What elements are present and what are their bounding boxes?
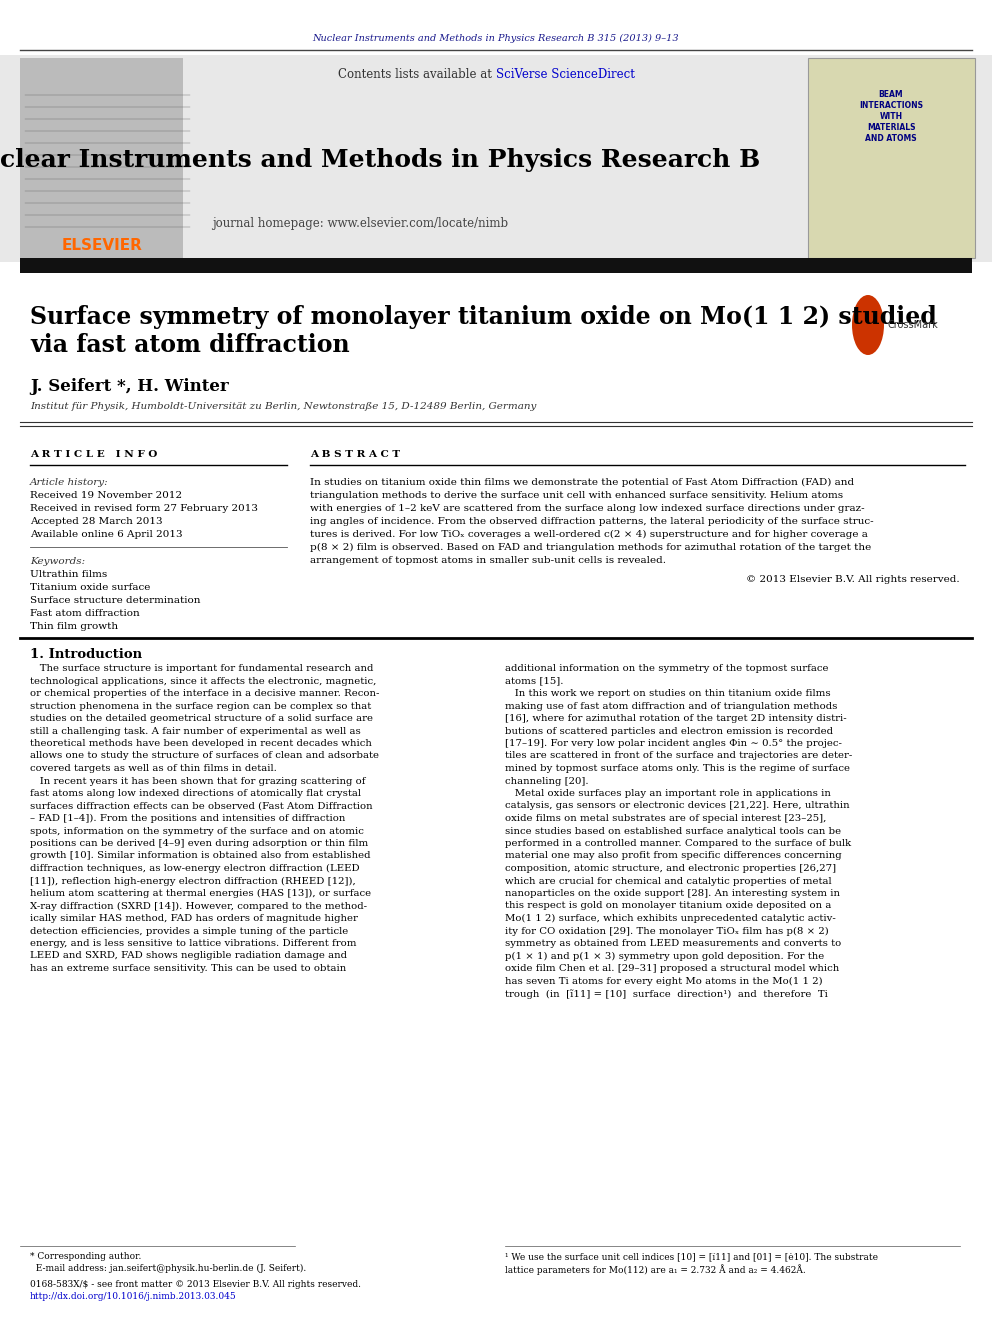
Text: BEAM
INTERACTIONS
WITH
MATERIALS
AND ATOMS: BEAM INTERACTIONS WITH MATERIALS AND ATO… [859,90,923,143]
Text: – FAD [1–4]). From the positions and intensities of diffraction: – FAD [1–4]). From the positions and int… [30,814,345,823]
Text: composition, atomic structure, and electronic properties [26,27]: composition, atomic structure, and elect… [505,864,836,873]
Text: mined by topmost surface atoms only. This is the regime of surface: mined by topmost surface atoms only. Thi… [505,763,850,773]
Text: Nuclear Instruments and Methods in Physics Research B 315 (2013) 9–13: Nuclear Instruments and Methods in Physi… [312,34,680,44]
Text: allows one to study the structure of surfaces of clean and adsorbate: allows one to study the structure of sur… [30,751,379,761]
Text: additional information on the symmetry of the topmost surface: additional information on the symmetry o… [505,664,828,673]
Text: diffraction techniques, as low-energy electron diffraction (LEED: diffraction techniques, as low-energy el… [30,864,360,873]
Text: covered targets as well as of thin films in detail.: covered targets as well as of thin films… [30,763,277,773]
Text: nanoparticles on the oxide support [28]. An interesting system in: nanoparticles on the oxide support [28].… [505,889,840,898]
Text: ELSEVIER: ELSEVIER [62,238,143,253]
Text: oxide films on metal substrates are of special interest [23–25],: oxide films on metal substrates are of s… [505,814,826,823]
Text: Thin film growth: Thin film growth [30,622,118,631]
Text: SciVerse ScienceDirect: SciVerse ScienceDirect [496,67,635,81]
Text: with energies of 1–2 keV are scattered from the surface along low indexed surfac: with energies of 1–2 keV are scattered f… [310,504,865,513]
Text: ¹ We use the surface unit cell indices [10] = [ĩ11] and [01] = [ė10]. The substr: ¹ We use the surface unit cell indices [… [505,1252,878,1261]
Text: detection efficiencies, provides a simple tuning of the particle: detection efficiencies, provides a simpl… [30,926,348,935]
Text: channeling [20].: channeling [20]. [505,777,588,786]
Text: http://dx.doi.org/10.1016/j.nimb.2013.03.045: http://dx.doi.org/10.1016/j.nimb.2013.03… [30,1293,237,1301]
Text: technological applications, since it affects the electronic, magnetic,: technological applications, since it aff… [30,676,376,685]
Text: struction phenomena in the surface region can be complex so that: struction phenomena in the surface regio… [30,701,371,710]
Text: [17–19]. For very low polar incident angles Φin ∼ 0.5° the projec-: [17–19]. For very low polar incident ang… [505,740,842,747]
Text: journal homepage: www.elsevier.com/locate/nimb: journal homepage: www.elsevier.com/locat… [212,217,508,230]
Text: 0168-583X/$ - see front matter © 2013 Elsevier B.V. All rights reserved.: 0168-583X/$ - see front matter © 2013 El… [30,1279,361,1289]
Text: has an extreme surface sensitivity. This can be used to obtain: has an extreme surface sensitivity. This… [30,964,346,972]
Text: triangulation methods to derive the surface unit cell with enhanced surface sens: triangulation methods to derive the surf… [310,491,843,500]
Text: In studies on titanium oxide thin films we demonstrate the potential of Fast Ato: In studies on titanium oxide thin films … [310,478,854,487]
Text: tures is derived. For low TiOₓ coverages a well-ordered c(2 × 4) superstructure : tures is derived. For low TiOₓ coverages… [310,531,868,540]
Text: J. Seifert *, H. Winter: J. Seifert *, H. Winter [30,378,229,396]
Text: Ultrathin films: Ultrathin films [30,570,107,579]
Text: LEED and SXRD, FAD shows negligible radiation damage and: LEED and SXRD, FAD shows negligible radi… [30,951,347,960]
Bar [20,58,183,258]
Text: this respect is gold on monolayer titanium oxide deposited on a: this respect is gold on monolayer titani… [505,901,831,910]
Text: since studies based on established surface analytical tools can be: since studies based on established surfa… [505,827,841,836]
Text: Nuclear Instruments and Methods in Physics Research B: Nuclear Instruments and Methods in Physi… [0,148,761,172]
Text: Keywords:: Keywords: [30,557,85,566]
Text: A B S T R A C T: A B S T R A C T [310,450,400,459]
Text: oxide film Chen et al. [29–31] proposed a structural model which: oxide film Chen et al. [29–31] proposed … [505,964,839,972]
Text: Received in revised form 27 February 2013: Received in revised form 27 February 201… [30,504,258,513]
Text: performed in a controlled manner. Compared to the surface of bulk: performed in a controlled manner. Compar… [505,839,851,848]
Text: Contents lists available at: Contents lists available at [338,67,496,81]
Text: butions of scattered particles and electron emission is recorded: butions of scattered particles and elect… [505,726,833,736]
Text: A R T I C L E   I N F O: A R T I C L E I N F O [30,450,158,459]
Text: positions can be derived [4–9] even during adsorption or thin film: positions can be derived [4–9] even duri… [30,839,368,848]
Text: In this work we report on studies on thin titanium oxide films: In this work we report on studies on thi… [505,689,830,699]
Text: or chemical properties of the interface in a decisive manner. Recon-: or chemical properties of the interface … [30,689,379,699]
Text: E-mail address: jan.seifert@physik.hu-berlin.de (J. Seifert).: E-mail address: jan.seifert@physik.hu-be… [30,1263,307,1273]
Text: making use of fast atom diffraction and of triangulation methods: making use of fast atom diffraction and … [505,701,837,710]
Text: via fast atom diffraction: via fast atom diffraction [30,333,349,357]
Text: 1. Introduction: 1. Introduction [30,648,142,662]
Text: In recent years it has been shown that for grazing scattering of: In recent years it has been shown that f… [30,777,365,786]
Text: lattice parameters for Mo(112) are a₁ = 2.732 Å and a₂ = 4.462Å.: lattice parameters for Mo(112) are a₁ = … [505,1263,806,1275]
Text: Available online 6 April 2013: Available online 6 April 2013 [30,531,183,538]
Text: p(1 × 1) and p(1 × 3) symmetry upon gold deposition. For the: p(1 × 1) and p(1 × 3) symmetry upon gold… [505,951,824,960]
Text: Surface symmetry of monolayer titanium oxide on Mo(1 1 2) studied: Surface symmetry of monolayer titanium o… [30,306,936,329]
Text: [16], where for azimuthal rotation of the target 2D intensity distri-: [16], where for azimuthal rotation of th… [505,714,846,722]
Text: Surface structure determination: Surface structure determination [30,595,200,605]
Text: * Corresponding author.: * Corresponding author. [30,1252,142,1261]
Text: Metal oxide surfaces play an important role in applications in: Metal oxide surfaces play an important r… [505,789,831,798]
Text: Fast atom diffraction: Fast atom diffraction [30,609,140,618]
Text: ity for CO oxidation [29]. The monolayer TiOₓ film has p(8 × 2): ity for CO oxidation [29]. The monolayer… [505,926,828,935]
Text: Accepted 28 March 2013: Accepted 28 March 2013 [30,517,163,527]
Text: Mo(1 1 2) surface, which exhibits unprecedented catalytic activ-: Mo(1 1 2) surface, which exhibits unprec… [505,914,835,923]
Text: ically similar HAS method, FAD has orders of magnitude higher: ically similar HAS method, FAD has order… [30,914,358,923]
Text: surfaces diffraction effects can be observed (Fast Atom Diffraction: surfaces diffraction effects can be obse… [30,802,373,811]
Text: The surface structure is important for fundamental research and: The surface structure is important for f… [30,664,373,673]
Bar [808,58,975,258]
Text: spots, information on the symmetry of the surface and on atomic: spots, information on the symmetry of th… [30,827,364,836]
Text: symmetry as obtained from LEED measurements and converts to: symmetry as obtained from LEED measureme… [505,939,841,949]
Text: fast atoms along low indexed directions of atomically flat crystal: fast atoms along low indexed directions … [30,789,361,798]
Text: [11]), reflection high-energy electron diffraction (RHEED [12]),: [11]), reflection high-energy electron d… [30,877,356,885]
Text: energy, and is less sensitive to lattice vibrations. Different from: energy, and is less sensitive to lattice… [30,939,356,949]
Text: Institut für Physik, Humboldt-Universität zu Berlin, Newtonstraße 15, D-12489 Be: Institut für Physik, Humboldt-Universitä… [30,402,537,411]
Text: arrangement of topmost atoms in smaller sub-unit cells is revealed.: arrangement of topmost atoms in smaller … [310,556,666,565]
Text: still a challenging task. A fair number of experimental as well as: still a challenging task. A fair number … [30,726,361,736]
Text: trough  (in  [ĩ11] = [10]  surface  direction¹)  and  therefore  Ti: trough (in [ĩ11] = [10] surface directio… [505,990,828,999]
Text: p(8 × 2) film is observed. Based on FAD and triangulation methods for azimuthal : p(8 × 2) film is observed. Based on FAD … [310,542,871,552]
Text: catalysis, gas sensors or electronic devices [21,22]. Here, ultrathin: catalysis, gas sensors or electronic dev… [505,802,849,811]
Text: studies on the detailed geometrical structure of a solid surface are: studies on the detailed geometrical stru… [30,714,373,722]
Bar [0,56,992,262]
Text: which are crucial for chemical and catalytic properties of metal: which are crucial for chemical and catal… [505,877,831,885]
Text: theoretical methods have been developed in recent decades which: theoretical methods have been developed … [30,740,372,747]
Ellipse shape [852,295,884,355]
Text: tiles are scattered in front of the surface and trajectories are deter-: tiles are scattered in front of the surf… [505,751,852,761]
Text: Received 19 November 2012: Received 19 November 2012 [30,491,183,500]
Text: growth [10]. Similar information is obtained also from established: growth [10]. Similar information is obta… [30,852,370,860]
Text: has seven Ti atoms for every eight Mo atoms in the Mo(1 1 2): has seven Ti atoms for every eight Mo at… [505,976,822,986]
Text: atoms [15].: atoms [15]. [505,676,563,685]
Text: material one may also profit from specific differences concerning: material one may also profit from specif… [505,852,841,860]
Text: X-ray diffraction (SXRD [14]). However, compared to the method-: X-ray diffraction (SXRD [14]). However, … [30,901,367,910]
Text: CrossMark: CrossMark [888,320,938,329]
Text: helium atom scattering at thermal energies (HAS [13]), or surface: helium atom scattering at thermal energi… [30,889,371,898]
Text: ing angles of incidence. From the observed diffraction patterns, the lateral per: ing angles of incidence. From the observ… [310,517,874,527]
Text: © 2013 Elsevier B.V. All rights reserved.: © 2013 Elsevier B.V. All rights reserved… [746,576,960,583]
Bar [20,258,972,273]
Text: Article history:: Article history: [30,478,109,487]
Text: Titanium oxide surface: Titanium oxide surface [30,583,151,591]
